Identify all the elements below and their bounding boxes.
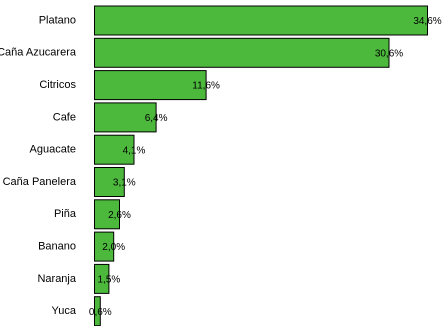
bar-cana-azucarera: [94, 37, 390, 68]
bar-banano: [94, 231, 115, 262]
bar-cafe: [94, 102, 157, 133]
category-label-citricos: Citricos: [39, 79, 76, 91]
value-label-naranja: 1,5%: [98, 275, 121, 286]
category-label-cana-azucarera: Caña Azucarera: [0, 47, 77, 59]
category-label-cafe: Cafe: [53, 111, 76, 123]
category-label-aguacate: Aguacate: [30, 144, 76, 156]
category-label-platano: Platano: [39, 14, 76, 26]
bar-citricos: [94, 70, 207, 101]
category-label-cana-panelera: Caña Panelera: [3, 176, 77, 188]
bar-pina: [94, 199, 120, 230]
value-label-citricos: 11,6%: [192, 81, 220, 92]
value-label-cafe: 6,4%: [145, 113, 168, 124]
category-label-naranja: Naranja: [37, 273, 76, 285]
value-label-platano: 34,6%: [413, 16, 441, 27]
bars-group: [94, 5, 428, 326]
value-label-banano: 2,0%: [102, 242, 125, 253]
bar-aguacate: [94, 134, 135, 165]
category-label-pina: Piña: [54, 208, 77, 220]
bar-naranja: [94, 263, 110, 294]
value-label-aguacate: 4,1%: [123, 145, 146, 156]
bar-platano: [94, 5, 428, 36]
value-label-yuca: 0,6%: [89, 307, 112, 318]
value-label-cana-azucarera: 30,6%: [375, 48, 403, 59]
category-labels: Platano Caña Azucarera Citricos Cafe Aguacat…: [0, 14, 77, 317]
category-label-yuca: Yuca: [52, 305, 77, 317]
category-label-banano: Banano: [38, 241, 76, 253]
value-label-cana-panelera: 3,1%: [113, 178, 136, 189]
value-labels: 34,6% 30,6% 11,6% 6,4% 4,1% 3,1% 2,6% 2,0% 1,5% 0…: [89, 16, 442, 318]
bar-cana-panelera: [94, 167, 125, 197]
value-label-pina: 2,6%: [108, 210, 131, 221]
